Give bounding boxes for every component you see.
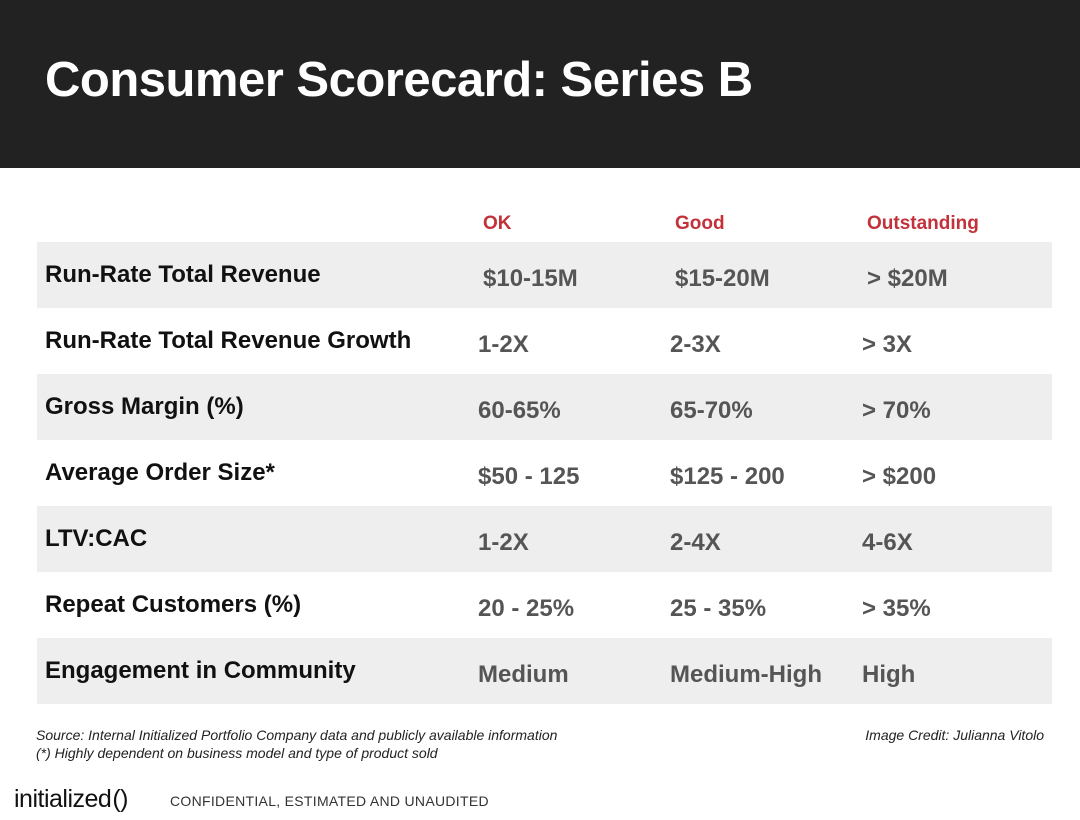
- cell-outstanding: High: [862, 661, 916, 688]
- table-row: Run-Rate Total Revenue Growth 1-2X 2-3X …: [37, 308, 1052, 374]
- cell-ok: $50 - 125: [478, 463, 580, 490]
- source-note: Source: Internal Initialized Portfolio C…: [36, 727, 558, 743]
- cell-outstanding: > 35%: [862, 595, 931, 622]
- table-row: Engagement in Community Medium Medium-Hi…: [37, 638, 1052, 704]
- cell-outstanding: > $20M: [867, 265, 948, 292]
- cell-good: $125 - 200: [670, 463, 785, 490]
- cell-ok: 1-2X: [478, 529, 529, 556]
- cell-good: 2-4X: [670, 529, 721, 556]
- table-header-row: OK Good Outstanding: [37, 200, 1052, 242]
- row-label: Average Order Size*: [45, 459, 275, 486]
- table-row: Gross Margin (%) 60-65% 65-70% > 70%: [37, 374, 1052, 440]
- cell-ok: $10-15M: [483, 265, 578, 292]
- image-credit: Image Credit: Julianna Vitolo: [865, 727, 1044, 743]
- row-label: Repeat Customers (%): [45, 591, 302, 618]
- row-label: Gross Margin (%): [45, 393, 244, 420]
- initialized-logo: initialized(): [14, 785, 128, 814]
- cell-ok: 1-2X: [478, 331, 529, 358]
- column-header-outstanding: Outstanding: [867, 213, 979, 234]
- table-row: Run-Rate Total Revenue $10-15M $15-20M >…: [37, 242, 1052, 308]
- table-row: LTV:CAC 1-2X 2-4X 4-6X: [37, 506, 1052, 572]
- footnote: (*) Highly dependent on business model a…: [36, 745, 438, 761]
- cell-outstanding: 4-6X: [862, 529, 913, 556]
- table-row: Repeat Customers (%) 20 - 25% 25 - 35% >…: [37, 572, 1052, 638]
- cell-outstanding: > 3X: [862, 331, 913, 358]
- confidential-label: CONFIDENTIAL, ESTIMATED AND UNAUDITED: [170, 793, 489, 809]
- logo-text: initialized: [14, 785, 112, 813]
- cell-outstanding: > $200: [862, 463, 937, 490]
- cell-good: Medium-High: [670, 661, 822, 688]
- cell-outstanding: > 70%: [862, 397, 931, 424]
- column-header-ok: OK: [483, 213, 512, 234]
- cell-good: $15-20M: [675, 265, 770, 292]
- cell-ok: 20 - 25%: [478, 595, 575, 622]
- cell-ok: Medium: [478, 661, 569, 688]
- column-header-good: Good: [675, 213, 725, 234]
- row-label: Run-Rate Total Revenue Growth: [45, 327, 412, 354]
- scorecard-table: OK Good Outstanding Run-Rate Total Reven…: [37, 200, 1052, 704]
- logo-mark: (): [112, 785, 128, 813]
- page-title: Consumer Scorecard: Series B: [45, 53, 753, 107]
- row-label: Run-Rate Total Revenue: [45, 261, 321, 288]
- row-label: Engagement in Community: [45, 657, 356, 684]
- cell-ok: 60-65%: [478, 397, 561, 424]
- cell-good: 65-70%: [670, 397, 753, 424]
- cell-good: 2-3X: [670, 331, 721, 358]
- cell-good: 25 - 35%: [670, 595, 767, 622]
- table-row: Average Order Size* $50 - 125 $125 - 200…: [37, 440, 1052, 506]
- row-label: LTV:CAC: [45, 525, 148, 552]
- header-bar: Consumer Scorecard: Series B: [0, 0, 1080, 168]
